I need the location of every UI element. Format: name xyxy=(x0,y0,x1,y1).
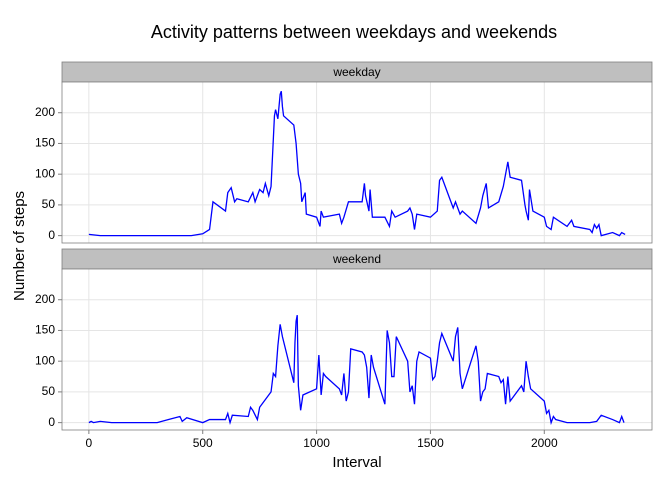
panel xyxy=(62,269,652,430)
data-line xyxy=(88,314,625,426)
x-axis-label: Interval xyxy=(332,454,381,471)
y-tick-label: 50 xyxy=(42,384,56,398)
y-tick-label: 150 xyxy=(35,136,55,150)
x-tick-label: 1500 xyxy=(417,436,444,450)
x-tick-label: 0 xyxy=(86,436,93,450)
x-tick-label: 2000 xyxy=(531,436,558,450)
y-tick-label: 50 xyxy=(42,197,56,211)
x-tick-label: 500 xyxy=(193,436,213,450)
chart-title: Activity patterns between weekdays and w… xyxy=(151,22,557,42)
y-tick-label: 150 xyxy=(35,323,55,337)
panel-border xyxy=(61,268,653,431)
data-line xyxy=(88,90,626,237)
strip-label: weekend xyxy=(332,252,381,266)
x-tick-label: 1000 xyxy=(303,436,330,450)
y-tick-label: 200 xyxy=(35,105,55,119)
panel-border xyxy=(61,81,653,244)
y-axis-label: Number of steps xyxy=(11,191,28,301)
y-tick-label: 200 xyxy=(35,292,55,306)
strip-label: weekday xyxy=(332,65,380,79)
y-tick-label: 0 xyxy=(48,228,55,242)
y-tick-label: 100 xyxy=(35,353,55,367)
panel xyxy=(62,82,652,243)
y-tick-label: 100 xyxy=(35,166,55,180)
y-tick-label: 0 xyxy=(48,415,55,429)
